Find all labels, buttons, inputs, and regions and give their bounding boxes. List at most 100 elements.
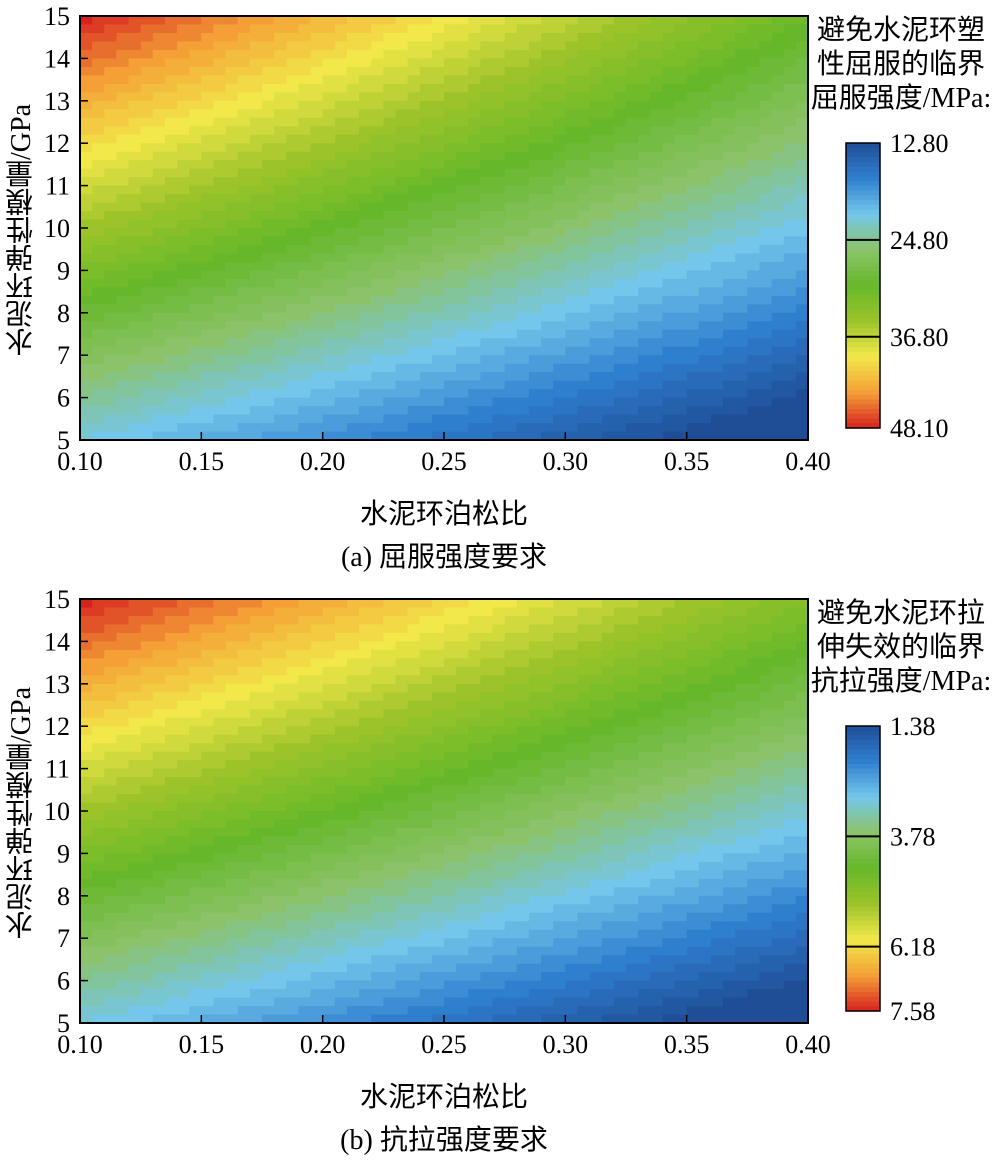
contour-cell bbox=[359, 211, 372, 220]
contour-cell bbox=[201, 33, 214, 42]
contour-cell bbox=[650, 50, 663, 59]
contour-cell bbox=[456, 253, 469, 262]
contour-cell bbox=[650, 236, 663, 245]
contour-cell bbox=[675, 186, 688, 195]
contour-cell bbox=[517, 870, 530, 879]
contour-cell bbox=[335, 972, 348, 981]
contour-cell bbox=[517, 981, 530, 990]
contour-cell bbox=[602, 169, 615, 178]
contour-cell bbox=[747, 160, 760, 169]
contour-cell bbox=[274, 84, 287, 93]
contour-cell bbox=[335, 760, 348, 769]
contour-cell bbox=[602, 84, 615, 93]
contour-cell bbox=[347, 930, 360, 939]
contour-cell bbox=[141, 879, 154, 888]
contour-cell bbox=[226, 211, 239, 220]
contour-cell bbox=[723, 398, 736, 407]
contour-cell bbox=[772, 389, 785, 398]
contour-cell bbox=[141, 58, 154, 67]
contour-cell bbox=[213, 896, 226, 905]
contour-cell bbox=[92, 633, 105, 642]
contour-cell bbox=[335, 372, 348, 381]
contour-cell bbox=[347, 887, 360, 896]
contour-cell bbox=[517, 964, 530, 973]
contour-cell bbox=[274, 177, 287, 186]
contour-cell bbox=[80, 819, 93, 828]
contour-cell bbox=[153, 41, 166, 50]
contour-cell bbox=[747, 169, 760, 178]
contour-cell bbox=[432, 24, 445, 33]
contour-cell bbox=[675, 16, 688, 25]
contour-cell bbox=[784, 321, 797, 330]
contour-cell bbox=[323, 313, 336, 322]
contour-cell bbox=[371, 658, 384, 667]
contour-cell bbox=[662, 194, 675, 203]
contour-cell bbox=[80, 735, 93, 744]
contour-cell bbox=[153, 203, 166, 212]
contour-cell bbox=[505, 372, 518, 381]
contour-cell bbox=[493, 50, 506, 59]
contour-cell bbox=[456, 879, 469, 888]
contour-cell bbox=[213, 913, 226, 922]
contour-cell bbox=[359, 624, 372, 633]
contour-cell bbox=[784, 381, 797, 390]
contour-cell bbox=[432, 338, 445, 347]
contour-cell bbox=[153, 321, 166, 330]
contour-cell bbox=[92, 896, 105, 905]
contour-cell bbox=[298, 1006, 311, 1015]
contour-cell bbox=[359, 381, 372, 390]
contour-cell bbox=[238, 616, 251, 625]
contour-cell bbox=[165, 701, 178, 710]
contour-cell bbox=[565, 16, 578, 25]
contour-cell bbox=[565, 296, 578, 305]
contour-cell bbox=[347, 287, 360, 296]
contour-cell bbox=[298, 296, 311, 305]
contour-cell bbox=[735, 118, 748, 127]
contour-cell bbox=[323, 701, 336, 710]
contour-cell bbox=[262, 270, 275, 279]
contour-cell bbox=[505, 118, 518, 127]
contour-cell bbox=[165, 389, 178, 398]
contour-cell bbox=[759, 24, 772, 33]
contour-cell bbox=[529, 423, 542, 432]
contour-cell bbox=[104, 296, 117, 305]
contour-cell bbox=[104, 177, 117, 186]
contour-cell bbox=[311, 126, 324, 135]
contour-cell bbox=[480, 372, 493, 381]
contour-cell bbox=[92, 862, 105, 871]
contour-cell bbox=[395, 650, 408, 659]
contour-cell bbox=[456, 16, 469, 25]
contour-cell bbox=[311, 304, 324, 313]
contour-cell bbox=[286, 304, 299, 313]
contour-cell bbox=[177, 228, 190, 237]
contour-cell bbox=[371, 338, 384, 347]
contour-cell bbox=[153, 794, 166, 803]
contour-cell bbox=[493, 904, 506, 913]
contour-cell bbox=[408, 67, 421, 76]
contour-cell bbox=[784, 364, 797, 373]
contour-cell bbox=[517, 769, 530, 778]
contour-cell bbox=[444, 624, 457, 633]
y-tick-label: 5 bbox=[57, 426, 70, 455]
contour-cell bbox=[468, 938, 481, 947]
contour-cell bbox=[286, 126, 299, 135]
contour-cell bbox=[116, 406, 129, 415]
contour-cell bbox=[747, 203, 760, 212]
contour-cell bbox=[456, 245, 469, 254]
contour-cell bbox=[286, 338, 299, 347]
contour-cell bbox=[541, 304, 554, 313]
contour-cell bbox=[747, 347, 760, 356]
contour-cell bbox=[395, 701, 408, 710]
contour-cell bbox=[408, 803, 421, 812]
contour-cell bbox=[468, 667, 481, 676]
contour-cell bbox=[92, 684, 105, 693]
contour-cell bbox=[493, 304, 506, 313]
contour-cell bbox=[311, 296, 324, 305]
contour-cell bbox=[129, 296, 142, 305]
contour-cell bbox=[153, 75, 166, 84]
contour-cell bbox=[408, 718, 421, 727]
contour-cell bbox=[238, 109, 251, 118]
contour-cell bbox=[274, 964, 287, 973]
contour-cell bbox=[141, 16, 154, 25]
contour-cell bbox=[141, 981, 154, 990]
